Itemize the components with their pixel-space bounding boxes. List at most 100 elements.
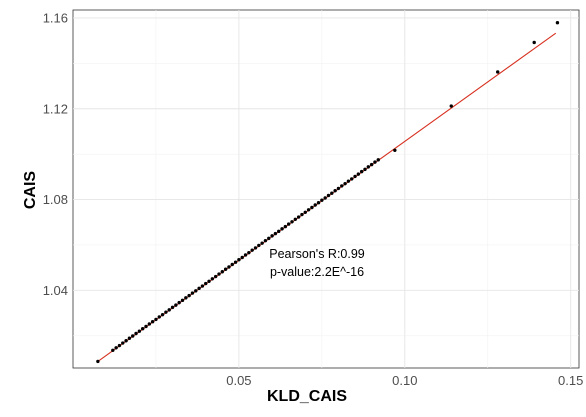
x-tick-label: 0.15 [558,373,583,388]
data-point [96,359,100,364]
data-point [111,348,115,352]
points-layer [96,21,560,364]
data-point [350,177,354,181]
data-point [174,303,178,307]
y-tick-label: 1.08 [43,192,68,207]
data-point [290,220,294,224]
data-point [257,243,261,248]
data-point [303,210,307,214]
data-point [137,329,142,333]
data-point [217,272,221,276]
data-point [333,189,337,193]
data-point [310,205,314,210]
data-point [306,208,311,212]
data-point [293,217,298,222]
data-point [250,248,254,252]
data-point [555,21,560,25]
data-point [243,253,248,257]
data-point [207,279,211,283]
data-point [260,241,264,245]
data-point [343,181,347,186]
data-point [316,201,321,205]
data-point [230,262,234,267]
data-point [340,184,344,188]
data-point [220,270,225,274]
data-point [313,203,317,207]
data-point [532,40,536,45]
x-axis-title: KLD_CAIS [267,388,347,405]
data-point [134,331,138,336]
pvalue-annotation: p-value:2.2E^-16 [270,265,364,279]
fit-line-layer [97,32,557,362]
data-point [114,346,118,350]
data-point [194,289,198,293]
data-point [496,70,500,74]
data-point [346,179,351,183]
data-point [190,291,195,295]
y-axis-title: CAIS [22,171,39,210]
data-point [127,336,132,340]
data-point [167,308,171,312]
data-point [184,296,188,300]
data-point [213,274,218,279]
data-point [286,222,291,226]
data-point [180,298,185,303]
data-point [210,277,215,281]
data-point [204,281,208,286]
data-point [160,312,165,317]
data-point [359,169,364,174]
data-point [157,315,161,319]
data-point [117,343,122,348]
major-gridlines [73,10,579,368]
y-tick-label: 1.12 [43,101,68,116]
data-point [187,293,191,298]
data-point [223,267,228,271]
data-point [121,341,125,345]
data-point [267,236,271,241]
data-point [140,327,145,331]
data-point [373,160,377,164]
x-tick-label: 0.10 [392,373,417,388]
data-point [296,215,301,219]
data-point [237,258,241,262]
data-point [240,255,244,260]
data-point [263,238,268,243]
data-point [270,234,274,238]
data-point [233,260,238,264]
data-point [353,174,357,179]
data-point [170,305,175,310]
y-tick-labels: 1.04 1.08 1.12 1.16 [43,10,68,297]
data-point [164,310,168,314]
y-tick-label: 1.16 [43,10,68,25]
regression-line [97,32,557,362]
data-point [323,196,327,200]
data-point [366,165,371,169]
data-point [356,172,361,176]
data-point [131,334,135,338]
data-point [273,231,278,236]
data-point [320,198,324,202]
data-point [197,286,201,291]
data-point [363,167,367,172]
x-tick-label: 0.05 [226,373,251,388]
data-point [144,324,148,329]
data-point [277,229,281,234]
data-point [326,193,331,198]
pearson-annotation: Pearson's R:0.99 [269,247,365,261]
data-point [177,300,181,305]
data-point [150,319,155,324]
panel-background [72,9,580,369]
data-point [280,227,284,231]
data-point [154,317,158,322]
data-point [336,186,341,191]
data-point [200,284,205,288]
data-point [124,339,128,343]
data-point [253,246,258,250]
data-point [300,212,304,217]
data-point [330,191,334,195]
data-point [449,104,453,108]
data-point [369,162,374,167]
minor-gridlines [73,10,579,368]
data-point [376,158,380,162]
